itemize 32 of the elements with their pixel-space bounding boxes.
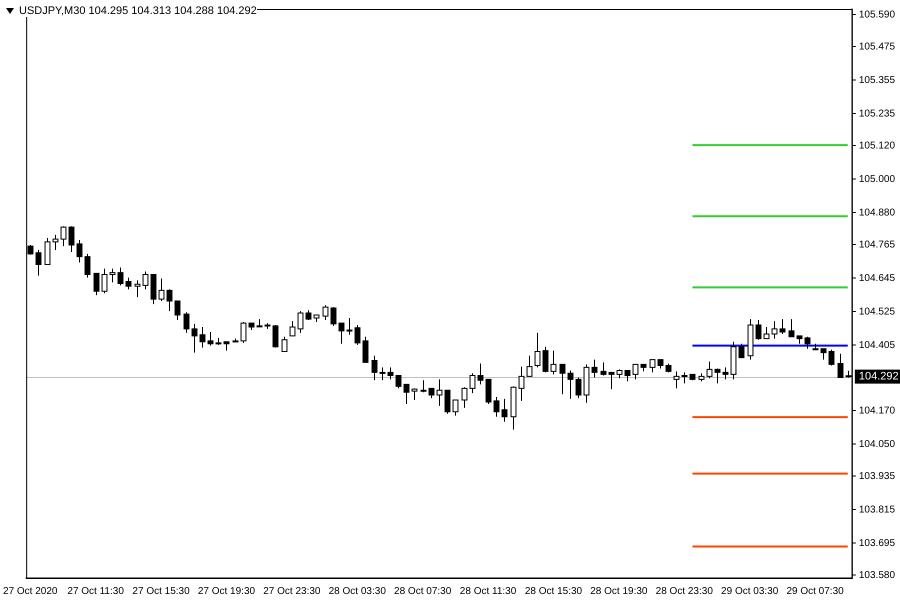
- y-tick-label: 104.050: [858, 438, 896, 450]
- x-tick-label: 27 Oct 11:30: [67, 586, 124, 597]
- x-tick-label: 27 Oct 2020: [3, 586, 58, 597]
- y-tick-label: 104.405: [858, 340, 896, 351]
- x-tick-label: 28 Oct 11:30: [460, 586, 517, 597]
- x-tick-label: 29 Oct 07:30: [786, 586, 844, 597]
- y-tick-label: 105.235: [858, 108, 896, 120]
- x-tick-label: 28 Oct 19:30: [590, 586, 648, 597]
- y-tick-label: 103.580: [858, 570, 896, 581]
- chart-title: USDJPY,M30 104.295 104.313 104.288 104.292: [19, 5, 257, 17]
- x-tick-label: 28 Oct 15:30: [524, 586, 583, 597]
- x-tick-label: 27 Oct 19:30: [198, 586, 256, 597]
- x-tick-label: 28 Oct 03:30: [328, 586, 386, 597]
- y-tick-label: 104.170: [858, 405, 896, 416]
- x-tick-label: 29 Oct 03:30: [721, 586, 779, 597]
- x-tick-label: 27 Oct 23:30: [263, 586, 321, 597]
- x-tick-label: 28 Oct 07:30: [394, 586, 452, 597]
- y-tick-label: 105.355: [858, 74, 896, 86]
- y-tick-label: 104.645: [858, 272, 896, 284]
- y-tick-label: 105.475: [858, 41, 896, 52]
- y-tick-label: 104.765: [858, 239, 896, 250]
- y-tick-label: 103.935: [858, 470, 896, 482]
- y-tick-label: 105.590: [858, 9, 896, 20]
- y-tick-label: 104.525: [858, 306, 896, 318]
- x-tick-label: 28 Oct 23:30: [656, 586, 714, 597]
- y-tick-label: 103.815: [858, 504, 896, 516]
- ref-line-label: 104.292: [858, 370, 899, 383]
- y-tick-label: 105.120: [858, 140, 896, 152]
- y-tick-label: 103.695: [858, 538, 896, 549]
- y-tick-label: 105.000: [858, 174, 896, 185]
- y-tick-label: 104.880: [858, 207, 896, 218]
- x-tick-label: 27 Oct 15:30: [132, 586, 190, 597]
